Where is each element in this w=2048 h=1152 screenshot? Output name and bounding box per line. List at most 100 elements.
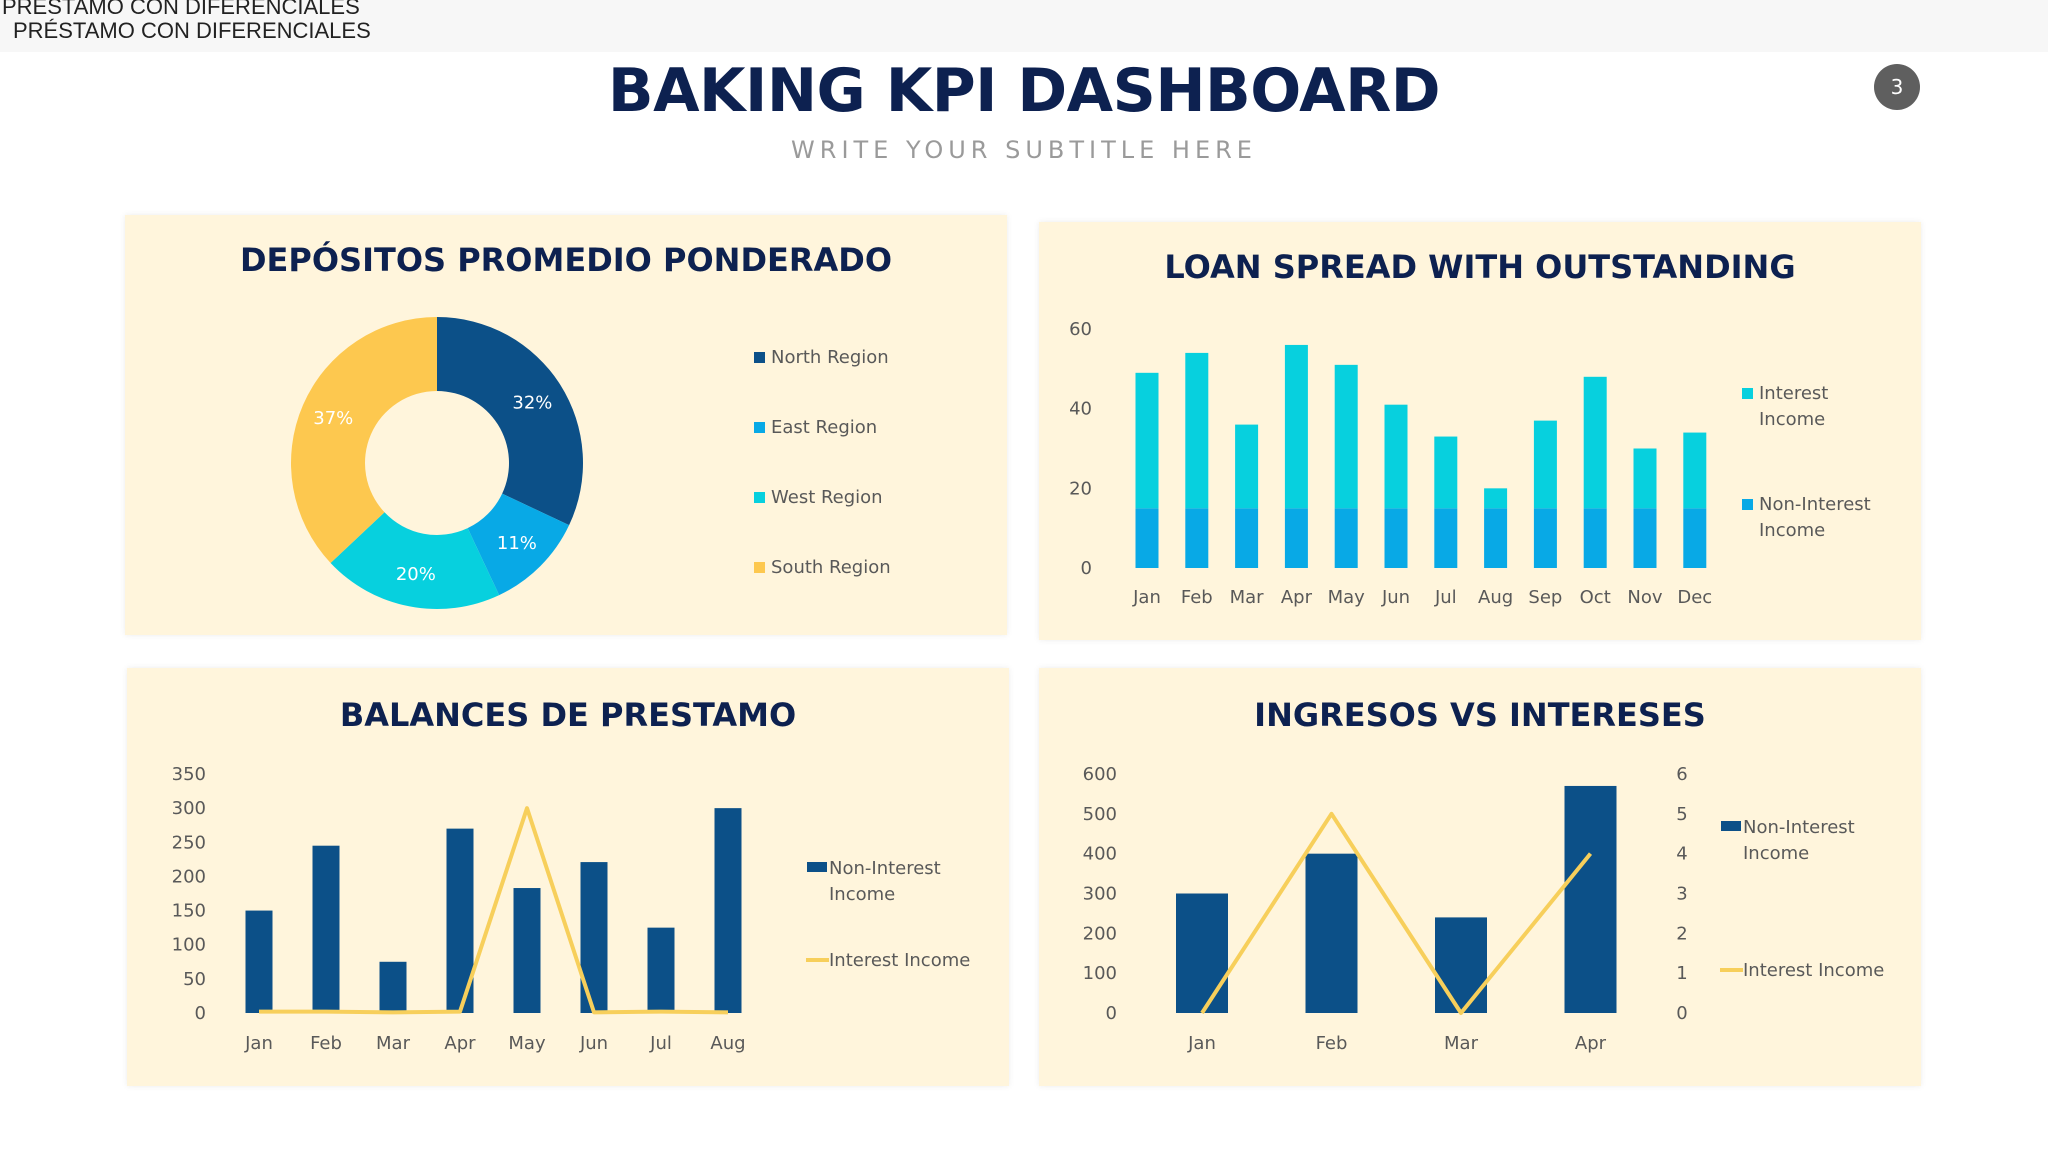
y-tick-100: 100 — [1083, 963, 1117, 984]
legend-swatch-1 — [754, 422, 765, 433]
y-tick-200: 200 — [172, 866, 206, 887]
panel-title-loan-spread: LOAN SPREAD WITH OUTSTANDING — [1164, 248, 1796, 286]
bar-jan — [245, 910, 273, 1013]
top-tab-text: PRÉSTAMO CON DIFERENCIALES — [13, 18, 371, 43]
bar-jul — [647, 927, 675, 1013]
x-tick-aug: Aug — [1478, 587, 1513, 608]
y-tick-400: 400 — [1083, 844, 1117, 865]
x-tick-apr: Apr — [1281, 587, 1313, 608]
legend-label-1-0: Interest Income — [1743, 960, 1884, 981]
x-tick-jul: Jul — [1434, 587, 1457, 608]
x-tick-may: May — [1328, 587, 1366, 608]
bar-dec-interest — [1683, 432, 1707, 509]
bar-feb — [312, 845, 340, 1013]
x-tick-jul: Jul — [649, 1033, 672, 1054]
balances-combo-chart: 0 50 100 150 200 250 300 350 Jan Feb Mar Apr May Jun J… — [172, 764, 971, 1054]
bar-jan-non-interest — [1135, 508, 1159, 568]
donut-slice-west-region — [330, 512, 500, 609]
y-tick-500: 500 — [1083, 804, 1117, 825]
bar-mar — [379, 961, 407, 1013]
x-tick-jan: Jan — [244, 1033, 273, 1054]
page-number-badge: 3 — [1874, 64, 1920, 110]
bar-may-non-interest — [1334, 508, 1358, 568]
x-tick-apr: Apr — [1575, 1033, 1607, 1054]
x-tick-mar: Mar — [376, 1033, 411, 1054]
bar-oct-non-interest — [1583, 508, 1607, 568]
y-tick-350: 350 — [172, 764, 206, 785]
bar-feb-non-interest — [1185, 508, 1209, 568]
y-tick-50: 50 — [183, 969, 206, 990]
y-tick-0: 0 — [1106, 1003, 1117, 1024]
bar-mar-interest — [1235, 424, 1259, 509]
bar-may — [513, 888, 541, 1013]
y2-tick-3: 3 — [1676, 884, 1687, 905]
legend-swatch-0 — [807, 862, 827, 872]
bar-jul-interest — [1434, 436, 1458, 509]
bar-apr-interest — [1284, 344, 1308, 509]
x-tick-sep: Sep — [1528, 587, 1562, 608]
legend-label-0-1: Income — [829, 884, 895, 905]
line-interest-income — [1200, 811, 1593, 1015]
bar-mar — [1435, 917, 1487, 1013]
y2-tick-2: 2 — [1676, 923, 1687, 944]
donut-label-3: 37% — [313, 408, 353, 429]
x-tick-feb: Feb — [310, 1033, 342, 1054]
y2-tick-4: 4 — [1676, 844, 1687, 865]
legend-swatch-1 — [1742, 499, 1753, 510]
x-tick-mar: Mar — [1444, 1033, 1479, 1054]
y-tick-250: 250 — [172, 832, 206, 853]
donut-slice-south-region — [291, 317, 437, 563]
legend-swatch-0 — [754, 352, 765, 363]
legend-label-0-0: Interest — [1759, 383, 1828, 404]
y-tick-150: 150 — [172, 901, 206, 922]
bar-apr-non-interest — [1284, 508, 1308, 568]
bar-jun-interest — [1384, 404, 1408, 509]
legend-label-2: West Region — [771, 487, 883, 508]
ingresos-combo-chart: 0 100 200 300 400 500 600 0 1 2 3 4 5 6 Jan Feb Mar Apr No… — [1083, 764, 1885, 1054]
bar-aug — [714, 808, 742, 1013]
legend-label-1-1: Income — [1759, 520, 1825, 541]
x-tick-apr: Apr — [444, 1033, 476, 1054]
bar-may-interest — [1334, 364, 1358, 509]
x-tick-feb: Feb — [1181, 587, 1213, 608]
legend-label-0: North Region — [771, 347, 889, 368]
bar-aug-non-interest — [1484, 508, 1508, 568]
x-tick-jun: Jun — [1381, 587, 1410, 608]
panel-depositos: DEPÓSITOS PROMEDIO PONDERADO 32% 11% 20% 37… — [125, 215, 1007, 635]
panel-title-ingresos: INGRESOS VS INTERESES — [1254, 696, 1706, 734]
top-bar: PRÉSTAMO CON DIFERENCIALES PRÉSTAMO CON … — [0, 0, 2048, 52]
x-tick-aug: Aug — [710, 1033, 745, 1054]
panel-ingresos: INGRESOS VS INTERESES 0 100 200 300 400 500 60… — [1039, 668, 1921, 1086]
bar-dec-non-interest — [1683, 508, 1707, 568]
y2-tick-0: 0 — [1676, 1003, 1687, 1024]
donut-label-1: 11% — [497, 533, 537, 554]
x-tick-may: May — [508, 1033, 546, 1054]
top-tab-text-overlap: PRÉSTAMO CON DIFERENCIALES — [2, 0, 360, 19]
legend-label-1-0: Non-Interest — [1759, 494, 1871, 515]
donut-label-2: 20% — [396, 564, 436, 585]
legend-label-3: South Region — [771, 557, 891, 578]
bar-sep-non-interest — [1533, 508, 1557, 568]
bar-aug-interest — [1484, 488, 1508, 509]
x-tick-feb: Feb — [1316, 1033, 1348, 1054]
bar-sep-interest — [1533, 420, 1557, 509]
donut-slice-east-region — [467, 493, 570, 596]
line-interest-income — [259, 806, 729, 1015]
bar-jun-non-interest — [1384, 508, 1408, 568]
panel-title-balances: BALANCES DE PRESTAMO — [339, 696, 797, 734]
panel-balances: BALANCES DE PRESTAMO 0 50 100 150 200 250 300 3… — [127, 668, 1009, 1086]
y-tick-200: 200 — [1083, 923, 1117, 944]
legend-label-1: East Region — [771, 417, 877, 438]
legend-label-0-1: Income — [1743, 843, 1809, 864]
y-tick-0: 0 — [195, 1003, 206, 1024]
y-tick-300: 300 — [172, 798, 206, 819]
legend-swatch-3 — [754, 562, 765, 573]
bar-apr — [1564, 785, 1617, 1013]
bar-jan — [1176, 893, 1228, 1013]
y-tick-100: 100 — [172, 935, 206, 956]
x-tick-mar: Mar — [1230, 587, 1265, 608]
y2-tick-6: 6 — [1676, 764, 1687, 785]
x-tick-oct: Oct — [1580, 587, 1611, 608]
bar-oct-interest — [1583, 376, 1607, 509]
legend-swatch-0 — [1742, 388, 1753, 399]
